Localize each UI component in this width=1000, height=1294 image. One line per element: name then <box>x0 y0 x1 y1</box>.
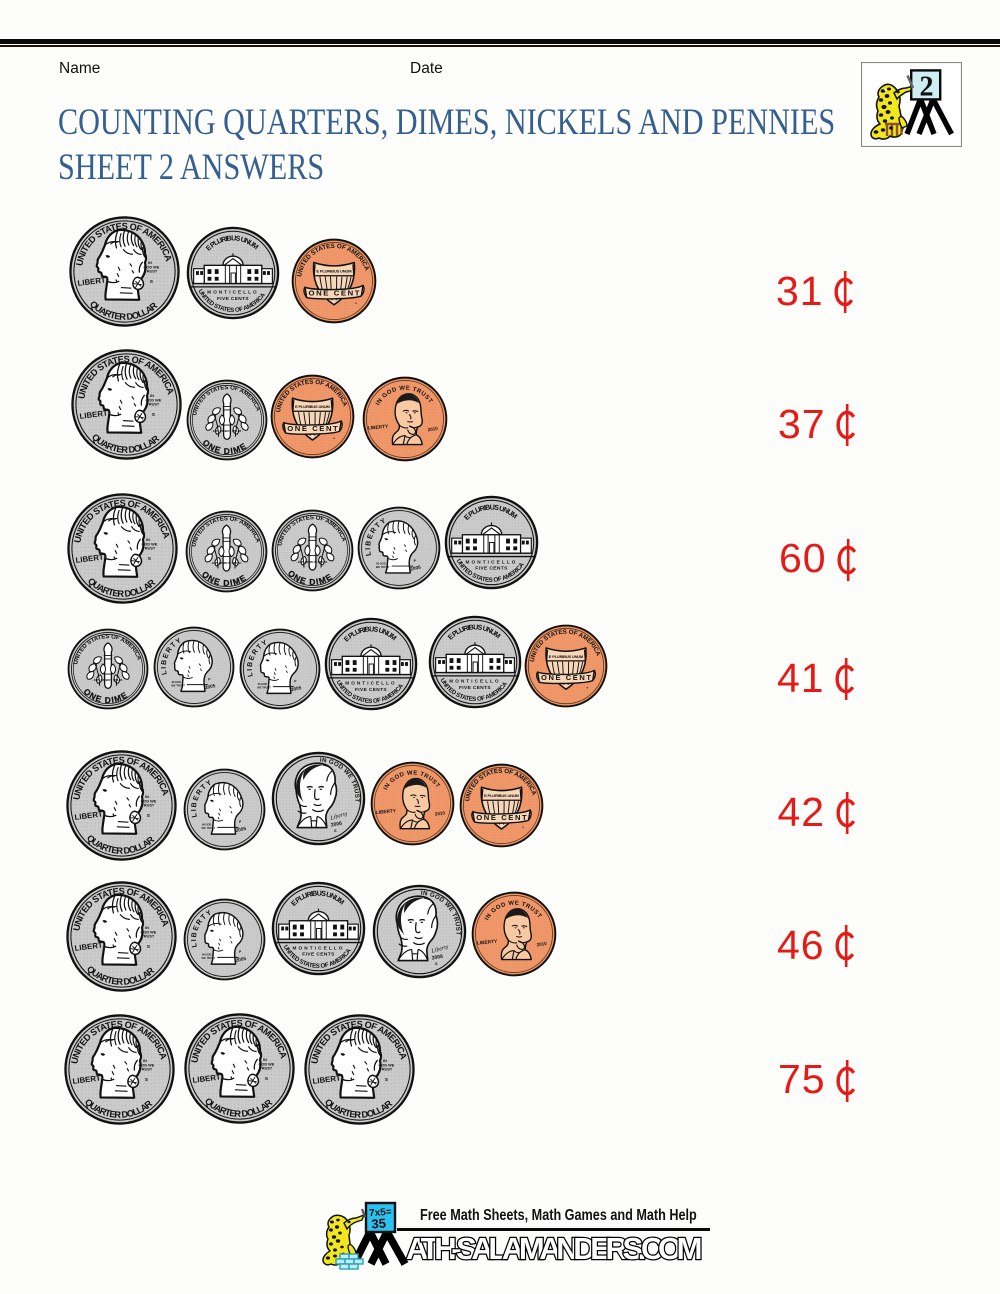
svg-text:7x5=: 7x5= <box>369 1207 392 1220</box>
svg-text:ATH-SALAMANDERS.COM: ATH-SALAMANDERS.COM <box>406 1231 703 1266</box>
svg-text:2: 2 <box>920 72 934 103</box>
svg-text:35: 35 <box>371 1216 386 1232</box>
